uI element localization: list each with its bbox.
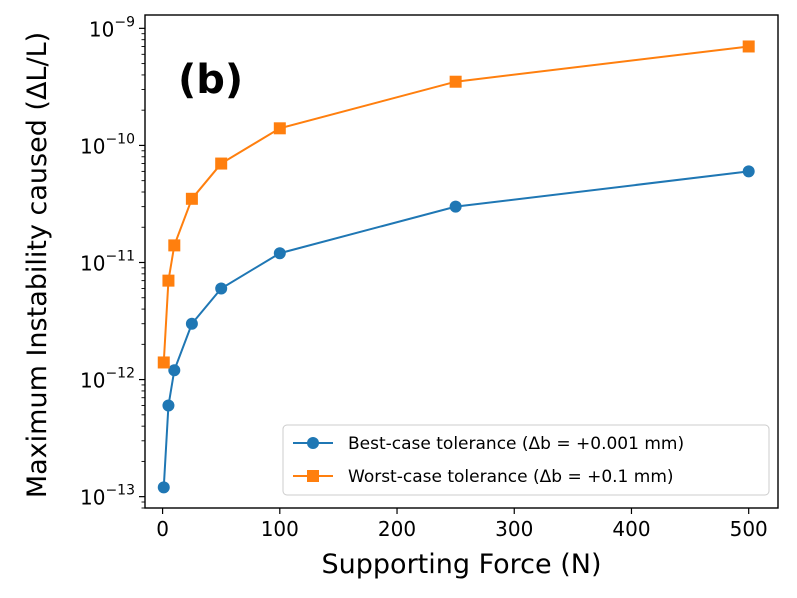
panel-label: (b) xyxy=(178,57,243,103)
plot-frame xyxy=(144,14,779,509)
data-point-0-2 xyxy=(168,364,181,377)
data-point-1-6 xyxy=(449,75,462,88)
x-tick-label: 200 xyxy=(378,517,416,541)
legend-label-best: Best-case tolerance (Δb = +0.001 mm) xyxy=(348,434,684,454)
x-axis-title: Supporting Force (N) xyxy=(322,549,602,580)
data-point-0-4 xyxy=(215,282,228,295)
series-layer xyxy=(157,40,755,494)
y-tick-label: 10−10 xyxy=(80,131,135,158)
data-point-1-1 xyxy=(162,274,175,287)
legend-marker-worst xyxy=(307,470,319,482)
y-tick-label: 10−9 xyxy=(89,14,135,41)
data-point-1-5 xyxy=(273,122,286,135)
x-tick-label: 400 xyxy=(612,517,650,541)
x-tick-label: 500 xyxy=(730,517,768,541)
legend-marker-best xyxy=(307,437,319,449)
legend: Best-case tolerance (Δb = +0.001 mm) Wor… xyxy=(282,424,770,496)
x-tick-label: 100 xyxy=(261,517,299,541)
data-point-0-6 xyxy=(449,200,462,213)
y-tick-label: 10−11 xyxy=(80,248,135,275)
y-tick-label: 10−13 xyxy=(80,483,135,510)
x-tick-label: 0 xyxy=(156,517,169,541)
data-point-0-3 xyxy=(185,317,198,330)
y-tick-label: 10−12 xyxy=(80,366,135,393)
legend-box xyxy=(282,424,770,496)
data-point-0-1 xyxy=(162,399,175,412)
data-point-0-5 xyxy=(273,247,286,260)
y-axis-title: Maximum Instability caused (ΔL/L) xyxy=(22,32,53,498)
x-tick-label: 300 xyxy=(495,517,533,541)
data-point-1-2 xyxy=(168,239,181,252)
data-point-0-0 xyxy=(157,481,170,494)
legend-label-worst: Worst-case tolerance (Δb = +0.1 mm) xyxy=(348,467,674,487)
data-point-1-3 xyxy=(185,192,198,205)
y-axis-ticks: 10−13 10−12 10−11 10−10 10−9 xyxy=(80,14,145,510)
data-point-1-7 xyxy=(742,40,755,53)
data-point-0-7 xyxy=(742,165,755,178)
data-point-1-0 xyxy=(157,356,170,369)
data-point-1-4 xyxy=(215,157,228,170)
x-axis-ticks: 0 100 200 300 400 500 xyxy=(156,508,768,541)
